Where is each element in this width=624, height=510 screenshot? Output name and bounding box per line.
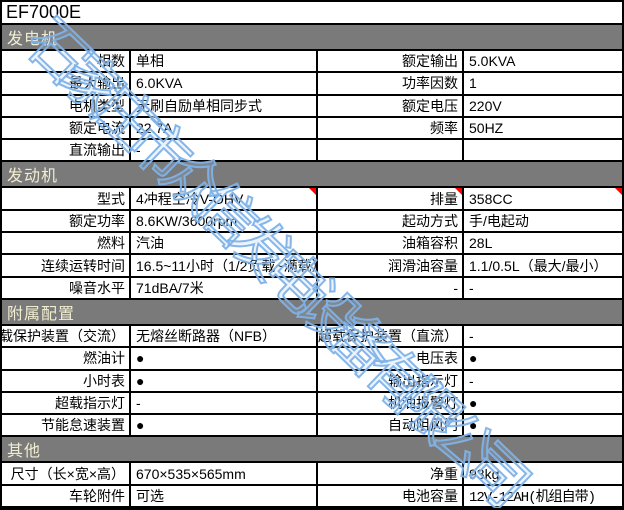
spec-row: 小时表 ● 输出指示灯 - — [2, 370, 622, 393]
feature-dot-cell: ● — [469, 350, 478, 367]
spec-label: 功率因数 — [318, 73, 464, 94]
spec-value: 8.6KW/3600rpm — [131, 210, 318, 232]
spec-label: 尺寸（长×宽×高） — [2, 463, 131, 484]
spec-label: 超载指示灯 — [2, 392, 131, 414]
spec-value-with-comment-marker: 4冲程空冷V-OHV — [131, 188, 318, 209]
spec-label: 额定功率 — [2, 210, 131, 232]
spec-label: 额定电流 — [2, 117, 131, 139]
spec-label: 频率 — [318, 117, 464, 139]
spec-row: 额定功率 8.6KW/3600rpm 起动方式 手/电起动 — [2, 210, 622, 234]
spec-value — [464, 140, 622, 160]
spec-label: 额定输出 — [318, 51, 464, 72]
spec-label: 直流输出 — [2, 140, 131, 161]
spec-value: 无熔丝断路器（NFB） — [131, 325, 318, 347]
spec-value: 93kg — [469, 465, 500, 482]
spec-row: 型式 4冲程空冷V-OHV 排量 358CC — [2, 188, 622, 211]
spec-value: - — [469, 279, 474, 296]
spec-row: 最大输出 6.0KVA 功率因数 1 — [2, 73, 622, 96]
spec-value-with-comment-marker: 358CC — [464, 188, 622, 208]
spec-value: 28L — [469, 235, 493, 252]
spec-row: 超载指示灯 - 机油报警灯 ● — [2, 392, 622, 416]
model-title: EF7000E — [2, 2, 622, 25]
feature-dot-cell: ● — [131, 348, 318, 369]
spec-row: 电机类型 无刷自励单相同步式 额定电压 220V — [2, 95, 622, 118]
spec-value: 6.0KVA — [131, 73, 318, 94]
spec-value: 可选 — [131, 485, 318, 507]
spec-label: 油箱容积 — [318, 233, 464, 254]
spec-label: 燃料 — [2, 233, 131, 254]
spec-label-with-comment-marker: 排量 — [318, 188, 464, 209]
feature-dot-cell: ● — [131, 415, 318, 436]
section-header-engine: 发动机 — [2, 162, 622, 189]
spec-row: 相数 单相 额定输出 5.0KVA — [2, 51, 622, 74]
section-header-label: 发电机 — [7, 31, 59, 48]
spec-row: 尺寸（长×宽×高） 670×535×565mm 净重 93kg — [2, 463, 622, 486]
spec-row: 燃料 汽油 油箱容积 28L — [2, 233, 622, 256]
spec-label: 车轮附件 — [2, 485, 131, 507]
spec-label: 型式 — [2, 188, 131, 209]
spec-value: 1.1/0.5L（最大/最小） — [469, 257, 608, 274]
spec-label: 超载保护装置（直流） — [318, 325, 464, 347]
spec-value: 无刷自励单相同步式 — [131, 95, 318, 116]
spec-value: 670×535×565mm — [131, 463, 318, 484]
feature-dot-cell: ● — [469, 395, 478, 411]
spec-value: 5.0KVA — [469, 53, 516, 70]
spec-row: 燃油计 ● 电压表 ● — [2, 348, 622, 371]
spec-value: 手/电起动 — [469, 212, 529, 229]
spec-row: 额定电流 22.7A 频率 50HZ — [2, 117, 622, 141]
section-header-label: 附属配置 — [7, 305, 76, 323]
spec-label: 最大输出 — [2, 73, 131, 94]
spec-label: 噪音水平 — [2, 277, 131, 298]
spec-row: 节能怠速装置 ● 自动阻风门 ● — [2, 415, 622, 438]
spec-label: 节能怠速装置 — [2, 415, 131, 436]
spec-value: 50HZ — [469, 120, 504, 137]
spec-label: 输出指示灯 — [318, 370, 464, 391]
section-header-other: 其他 — [2, 437, 622, 464]
feature-dot-cell: ● — [469, 417, 478, 434]
spec-value: - — [131, 140, 318, 161]
spec-label: 超载保护装置（交流） — [2, 325, 131, 347]
section-header-label: 发动机 — [7, 168, 59, 186]
spec-row: 直流输出 - — [2, 140, 622, 163]
spec-label: - — [318, 277, 464, 298]
spec-label — [318, 140, 464, 161]
feature-dot-cell: - — [469, 372, 474, 389]
spec-label: 润滑油容量 — [318, 255, 464, 276]
spec-label: 电压表 — [318, 348, 464, 369]
spec-row: 噪音水平 71dBA/7米 - - — [2, 277, 622, 300]
spec-label: 净重 — [318, 463, 464, 484]
spec-label: 机油报警灯 — [318, 392, 464, 414]
feature-dot-cell: ● — [131, 370, 318, 391]
spec-value: 1 — [469, 75, 477, 92]
spec-label: 自动阻风门 — [318, 415, 464, 436]
spec-label: 燃油计 — [2, 348, 131, 369]
spec-label: 电池容量 — [318, 485, 464, 507]
spec-value: 16.5~11小时（1/2负载~满载） — [131, 255, 318, 276]
spec-label: 连续运转时间 — [2, 255, 131, 276]
spec-value: 220V — [469, 97, 502, 114]
spec-value: 71dBA/7米 — [131, 277, 318, 298]
spec-value: 汽油 — [131, 233, 318, 254]
spec-value: 22.7A — [131, 117, 318, 139]
spec-value: 单相 — [131, 51, 318, 72]
spec-row: 连续运转时间 16.5~11小时（1/2负载~满载） 润滑油容量 1.1/0.5… — [2, 255, 622, 278]
section-header-label: 其他 — [7, 443, 42, 461]
section-header-accessories: 附属配置 — [2, 299, 622, 326]
spec-label: 电机类型 — [2, 95, 131, 116]
section-header-generator: 发电机 — [2, 25, 622, 51]
spec-value: 12V-12AH(机组自带) — [469, 489, 596, 506]
spec-value: - — [469, 328, 474, 345]
spec-label: 额定电压 — [318, 95, 464, 116]
spec-label: 相数 — [2, 51, 131, 72]
spec-label: 小时表 — [2, 370, 131, 391]
spec-row: 超载保护装置（交流） 无熔丝断路器（NFB） 超载保护装置（直流） - — [2, 325, 622, 349]
feature-dot-cell: - — [131, 392, 318, 414]
spec-label: 起动方式 — [318, 210, 464, 232]
model-title-text: EF7000E — [6, 2, 82, 22]
spec-row: 车轮附件 可选 电池容量 12V-12AH(机组自带) — [2, 485, 622, 508]
